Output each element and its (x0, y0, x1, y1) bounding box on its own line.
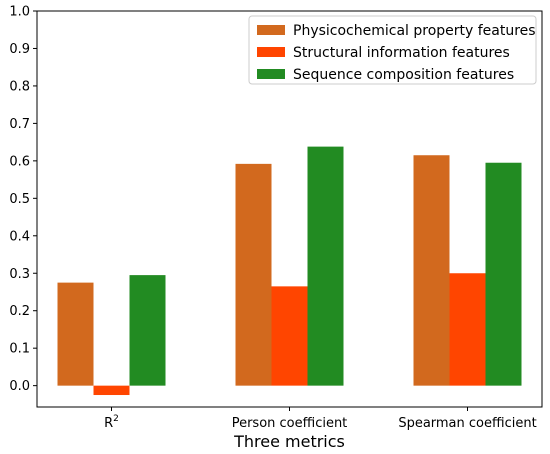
y-tick-label: 0.0 (9, 379, 30, 394)
legend-swatch-1 (257, 47, 285, 57)
y-tick-label: 0.5 (9, 192, 30, 207)
x-ticks-group: R2 Person coefficient Spearman coefficient (104, 407, 537, 431)
bar-series-0-category-1 (235, 163, 272, 386)
legend-label-0: Physicochemical property features (293, 23, 536, 39)
x-tick-label: Spearman coefficient (398, 416, 536, 431)
legend-box (248, 15, 537, 85)
y-tick-label: 0.2 (9, 304, 30, 319)
y-tick-label: 0.7 (9, 117, 30, 132)
y-tick-label: 0.3 (9, 267, 30, 282)
x-tick-label: R2 (104, 414, 119, 431)
bar-series-1-category-0 (93, 385, 130, 396)
legend-label-2: Sequence composition features (293, 67, 514, 83)
x-tick-label: Person coefficient (232, 416, 348, 431)
bars-group (57, 146, 522, 396)
y-ticks-group: 0.0 0.1 0.2 0.3 0.4 0.5 0.6 0.7 0.8 0.9 1.0 (9, 5, 37, 394)
y-tick-label: 1.0 (9, 5, 30, 20)
bar-series-0-category-0 (57, 282, 94, 386)
y-tick-label: 0.1 (9, 342, 30, 357)
bar-series-1-category-2 (449, 273, 486, 386)
y-tick-label: 0.6 (9, 154, 30, 169)
legend: Physicochemical property features Structu… (248, 15, 537, 85)
bar-series-0-category-2 (413, 155, 450, 386)
bar-series-1-category-1 (271, 286, 308, 386)
legend-swatch-0 (257, 25, 285, 35)
y-tick-label: 0.9 (9, 42, 30, 57)
y-tick-label: 0.4 (9, 229, 30, 244)
bar-series-2-category-1 (307, 146, 344, 386)
bar-series-2-category-0 (129, 275, 166, 386)
x-axis-label: Three metrics (233, 432, 345, 451)
legend-label-1: Structural information features (293, 45, 510, 61)
legend-swatch-2 (257, 69, 285, 79)
bar-series-2-category-2 (485, 162, 522, 386)
y-tick-label: 0.8 (9, 79, 30, 94)
